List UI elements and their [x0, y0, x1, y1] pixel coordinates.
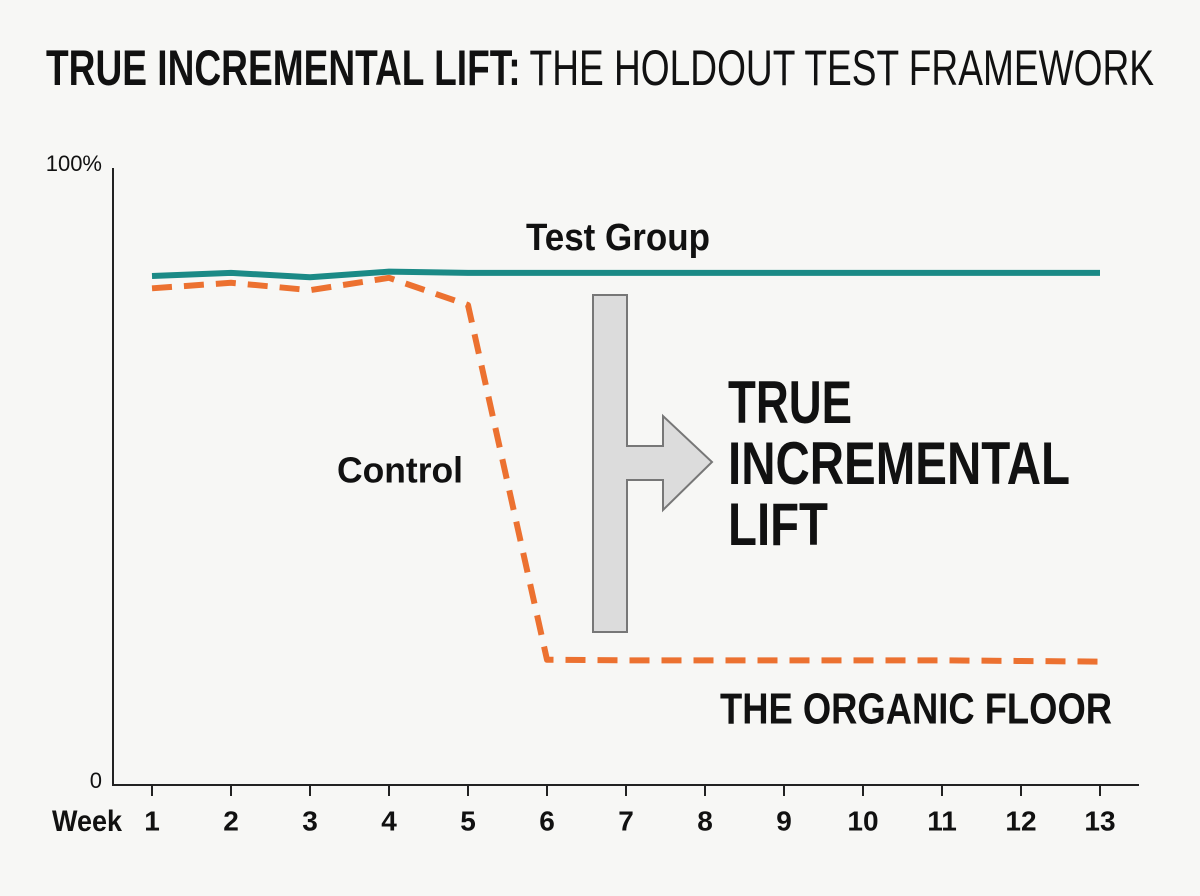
y-tick-label: 100%	[46, 151, 102, 176]
annotation: THE ORGANIC FLOOR	[720, 685, 1112, 734]
series-label: Control	[337, 450, 463, 491]
title-bold: TRUE INCREMENTAL LIFT:	[46, 40, 521, 96]
x-tick-label: 5	[460, 805, 476, 836]
chart-title: TRUE INCREMENTAL LIFT:THE HOLDOUT TEST F…	[46, 40, 1154, 96]
series-label: Test Group	[526, 217, 710, 259]
x-tick-label: 9	[776, 805, 792, 836]
x-tick-label: 6	[539, 805, 555, 836]
x-tick-label: 1	[144, 805, 160, 836]
x-axis-label: Week	[52, 805, 122, 838]
title-regular: THE HOLDOUT TEST FRAMEWORK	[530, 40, 1154, 96]
x-tick-label: 12	[1005, 805, 1036, 836]
x-tick-label: 10	[847, 805, 878, 836]
lift-label: TRUE	[728, 369, 852, 436]
x-tick-label: 13	[1084, 805, 1115, 836]
x-tick-label: 4	[381, 805, 397, 836]
x-tick-label: 8	[697, 805, 713, 836]
x-tick-label: 2	[223, 805, 239, 836]
y-tick-label: 0	[90, 768, 102, 793]
lift-label: LIFT	[728, 491, 828, 558]
lift-label: INCREMENTAL	[728, 430, 1070, 497]
x-tick-label: 3	[302, 805, 318, 836]
series-line	[151, 268, 1100, 281]
x-tick-label: 7	[618, 805, 634, 836]
x-tick-label: 11	[927, 805, 957, 836]
lift-arrow	[592, 294, 714, 633]
